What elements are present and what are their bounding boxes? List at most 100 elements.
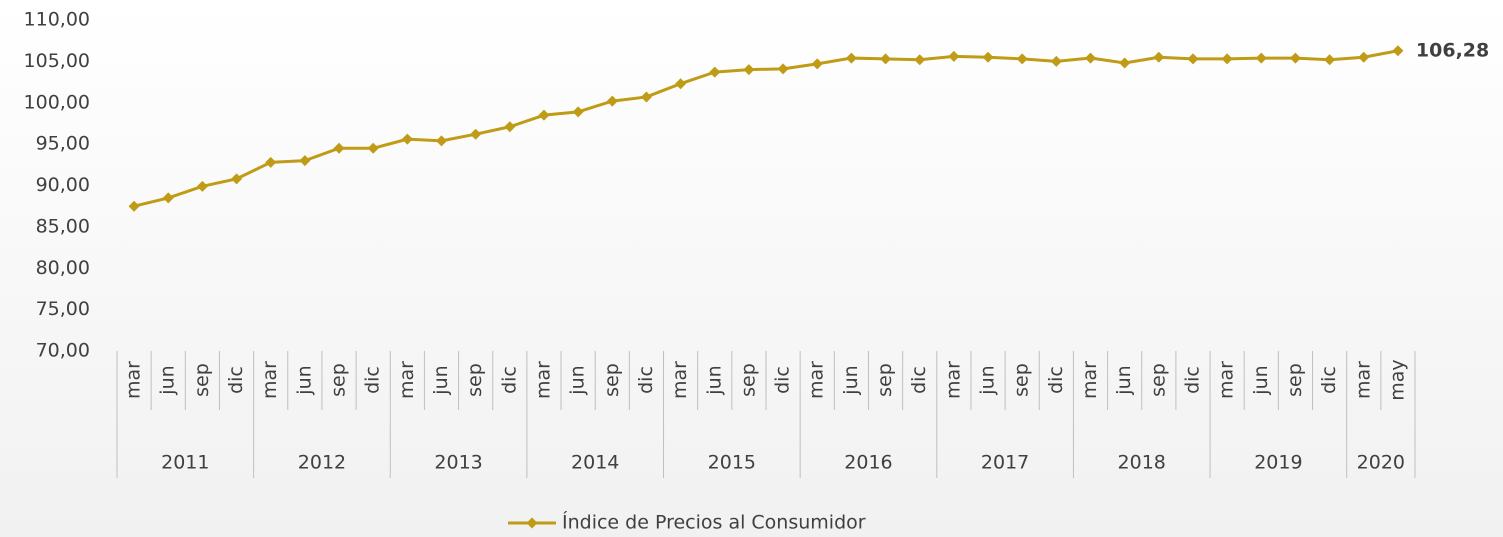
data-point (401, 133, 413, 145)
year-label: 2019 (1254, 452, 1302, 474)
x-tick-label: mar (942, 361, 964, 399)
data-point (1221, 53, 1233, 65)
x-tick-label: mar (259, 361, 281, 399)
y-tick-label: 95,00 (36, 133, 90, 155)
x-tick-label: mar (123, 361, 145, 399)
data-point (1050, 55, 1062, 67)
data-point (470, 128, 482, 140)
x-tick-label: jun (1113, 365, 1135, 395)
x-tick-label: sep (464, 363, 486, 397)
data-point (880, 53, 892, 65)
x-tick-label: jun (1250, 365, 1272, 395)
data-point (1119, 57, 1131, 69)
year-label: 2017 (981, 452, 1029, 474)
x-tick-label: mar (396, 361, 418, 399)
year-label: 2020 (1357, 452, 1405, 474)
x-tick-label: mar (532, 361, 554, 399)
y-tick-label: 110,00 (24, 9, 90, 31)
x-tick-label: mar (1352, 361, 1374, 399)
data-point (845, 52, 857, 64)
year-label: 2018 (1118, 452, 1166, 474)
x-tick-label: sep (1011, 363, 1033, 397)
data-point (1289, 52, 1301, 64)
data-point (640, 91, 652, 103)
data-point (1153, 51, 1165, 63)
x-tick-label: dic (1045, 366, 1067, 394)
data-point (914, 54, 926, 66)
legend-marker (526, 517, 538, 529)
x-tick-label: dic (225, 366, 247, 394)
data-point (606, 95, 618, 107)
data-point (1255, 52, 1267, 64)
x-tick-label: sep (601, 363, 623, 397)
year-label: 2014 (571, 452, 619, 474)
data-point (675, 78, 687, 90)
x-tick-label: jun (840, 365, 862, 395)
data-point (1324, 54, 1336, 66)
x-tick-label: dic (1181, 366, 1203, 394)
data-point (982, 51, 994, 63)
data-point (1085, 52, 1096, 64)
data-point (1187, 53, 1199, 65)
x-tick-label: jun (430, 365, 452, 395)
data-point (811, 58, 823, 70)
x-tick-label: jun (703, 365, 725, 395)
x-tick-label: sep (874, 363, 896, 397)
data-point (299, 155, 311, 167)
data-point (504, 121, 516, 133)
x-tick-label: sep (1147, 363, 1169, 397)
data-point (1016, 53, 1028, 65)
data-point (1358, 51, 1370, 63)
x-tick-label: mar (1079, 361, 1101, 399)
x-tick-label: may (1386, 359, 1408, 400)
y-tick-label: 70,00 (36, 340, 90, 362)
data-point (128, 200, 140, 212)
series-line (133, 49, 1399, 208)
x-tick-label: mar (806, 361, 828, 399)
x-tick-label: mar (1216, 361, 1238, 399)
year-label: 2011 (161, 452, 209, 474)
x-tick-label: sep (328, 363, 350, 397)
data-point (333, 142, 345, 154)
data-label: 106,28 (1416, 39, 1489, 61)
y-tick-label: 75,00 (36, 298, 90, 320)
year-label: 2012 (298, 452, 346, 474)
x-tick-label: sep (737, 363, 759, 397)
data-point (196, 180, 208, 192)
y-tick-label: 80,00 (36, 257, 90, 279)
data-point (367, 142, 379, 154)
year-label: 2013 (434, 452, 482, 474)
x-tick-label: jun (567, 365, 589, 395)
data-point (948, 50, 960, 62)
data-point (572, 106, 584, 118)
data-point (265, 156, 277, 168)
x-tick-label: mar (669, 361, 691, 399)
x-tick-label: dic (498, 366, 520, 394)
data-point (436, 135, 447, 147)
x-tick-label: jun (293, 365, 315, 395)
x-tick-label: jun (157, 365, 179, 395)
data-point (538, 109, 550, 121)
y-tick-label: 105,00 (24, 50, 90, 72)
y-tick-label: 85,00 (36, 215, 90, 237)
data-point (709, 66, 721, 78)
x-tick-label: dic (362, 366, 384, 394)
year-label: 2015 (708, 452, 756, 474)
y-tick-label: 90,00 (36, 174, 90, 196)
x-tick-label: sep (191, 363, 213, 397)
x-tick-label: dic (772, 366, 794, 394)
x-tick-label: sep (1284, 363, 1306, 397)
data-point (162, 192, 174, 204)
data-point (1392, 45, 1404, 57)
data-point (231, 173, 243, 185)
data-point (743, 64, 755, 76)
y-tick-label: 100,00 (24, 91, 90, 113)
x-tick-label: dic (635, 366, 657, 394)
year-label: 2016 (844, 452, 892, 474)
x-tick-label: dic (1318, 366, 1340, 394)
data-point (777, 63, 789, 75)
legend-label: Índice de Precios al Consumidor (562, 511, 866, 534)
x-tick-label: dic (908, 366, 930, 394)
